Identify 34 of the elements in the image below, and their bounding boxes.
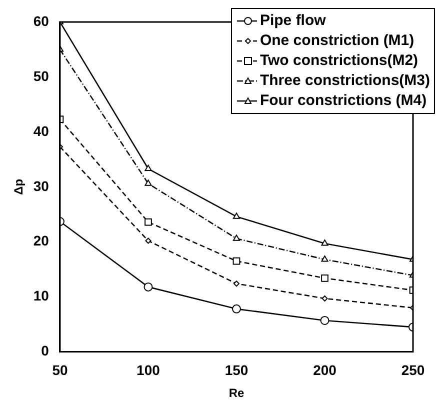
x-tick-label: 50 (52, 362, 68, 378)
point (232, 212, 240, 219)
point (144, 164, 152, 172)
y-tick-label: 30 (33, 178, 50, 194)
point (321, 240, 328, 246)
x-tick-label: 100 (136, 362, 160, 378)
legend-label: Pipe flow (260, 11, 326, 31)
legend-label: Two constrictions(M2) (260, 51, 418, 71)
y-tick-label: 10 (33, 288, 50, 304)
point (232, 234, 240, 241)
legend-label: Three constrictions(M3) (260, 71, 430, 91)
legend-label: One constriction (M1) (260, 31, 414, 51)
point (233, 280, 240, 287)
y-tick-label: 0 (41, 342, 50, 359)
legend-label: Four constrictions (M4) (260, 91, 427, 111)
point (144, 282, 153, 292)
point (232, 304, 241, 314)
y-tick-label: 20 (33, 232, 50, 249)
y-tick-label: 40 (33, 122, 50, 139)
x-tick-label: 150 (224, 362, 248, 378)
y-tick-label: 50 (33, 68, 50, 84)
point (144, 218, 152, 226)
point (321, 255, 328, 262)
x-tick-label: 200 (313, 362, 337, 378)
point (321, 274, 328, 282)
y-tick-label: 60 (33, 12, 50, 29)
x-axis-title: Re (228, 386, 244, 400)
point (144, 180, 152, 186)
x-tick-label: 250 (401, 362, 425, 378)
point (145, 238, 152, 244)
point (320, 316, 330, 325)
point (322, 295, 328, 302)
point (232, 257, 240, 265)
y-axis-title: Δp (12, 178, 26, 195)
